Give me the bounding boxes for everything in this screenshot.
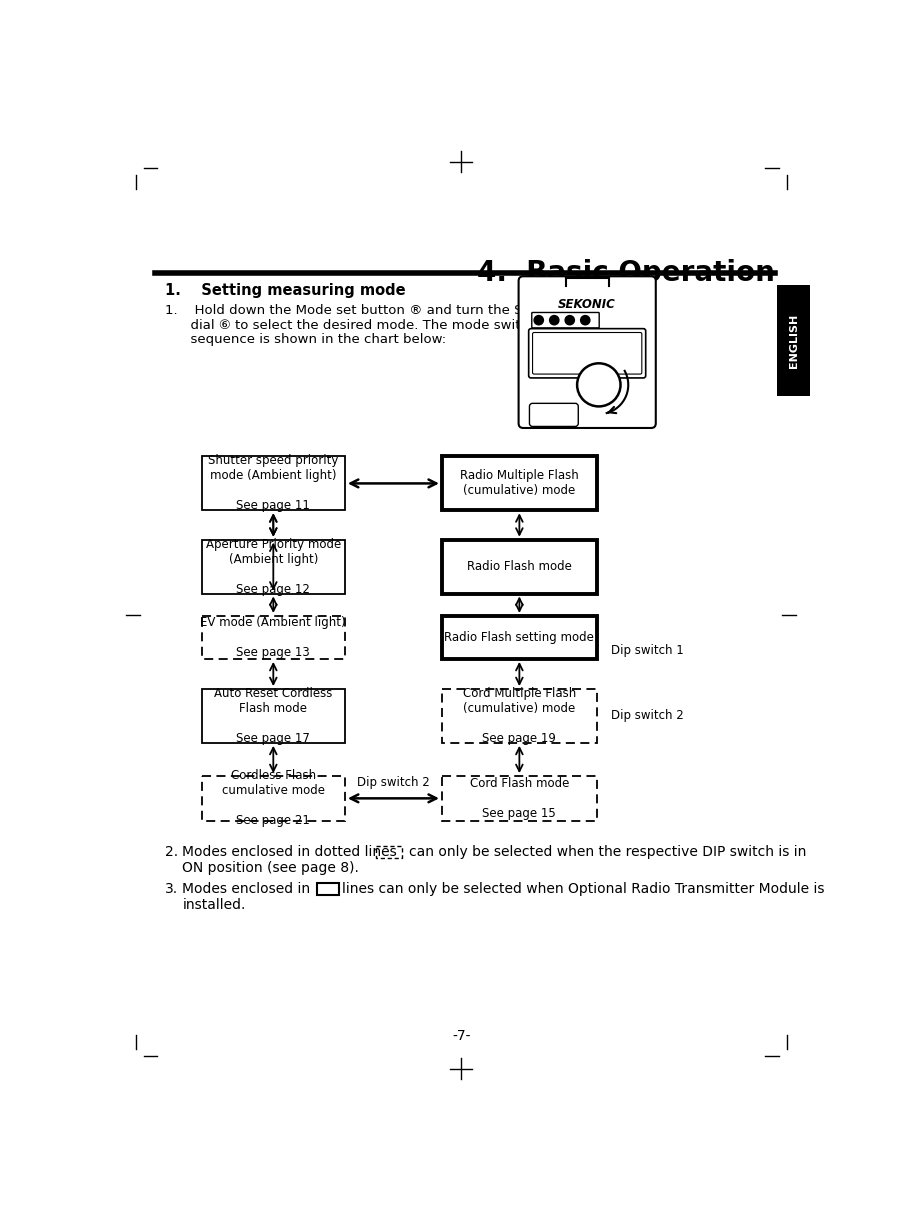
Text: Cord Flash mode

See page 15: Cord Flash mode See page 15 [470,777,569,820]
Circle shape [550,315,559,325]
Text: dial ⑥ to select the desired mode. The mode switching: dial ⑥ to select the desired mode. The m… [166,319,557,331]
Text: 1.    Setting measuring mode: 1. Setting measuring mode [166,284,406,298]
Text: Cord Multiple Flash
(cumulative) mode

See page 19: Cord Multiple Flash (cumulative) mode Se… [463,687,576,745]
Text: lines can only be selected when Optional Radio Transmitter Module is: lines can only be selected when Optional… [342,882,824,895]
Text: sequence is shown in the chart below:: sequence is shown in the chart below: [166,334,446,346]
Text: Dip switch 2: Dip switch 2 [611,709,684,722]
FancyBboxPatch shape [532,313,599,328]
Text: MODE: MODE [533,403,560,412]
FancyBboxPatch shape [529,403,579,426]
Text: Radio Flash setting mode: Radio Flash setting mode [445,631,594,644]
FancyBboxPatch shape [533,333,642,374]
Text: can only be selected when the respective DIP switch is in: can only be selected when the respective… [409,844,806,859]
Text: Modes enclosed in: Modes enclosed in [182,882,310,895]
Text: Auto Reset Cordless
Flash mode

See page 17: Auto Reset Cordless Flash mode See page … [214,687,332,745]
Text: Dip switch 2: Dip switch 2 [357,776,430,789]
Text: EV mode (Ambient light)

See page 13: EV mode (Ambient light) See page 13 [201,616,346,659]
Text: SEKONIC: SEKONIC [558,298,616,311]
Text: -7-: -7- [452,1029,471,1043]
Circle shape [534,315,544,325]
Text: ON position (see page 8).: ON position (see page 8). [182,861,359,876]
Text: ENGLISH: ENGLISH [788,313,798,368]
FancyBboxPatch shape [528,329,645,378]
Text: 1.    Hold down the Mode set button ® and turn the Set/change: 1. Hold down the Mode set button ® and t… [166,304,590,317]
Text: Radio Flash mode: Radio Flash mode [467,560,572,574]
Text: Cordless Flash
cumulative mode

See page 21: Cordless Flash cumulative mode See page … [221,770,325,827]
Circle shape [580,315,590,325]
Circle shape [565,315,574,325]
Text: Radio Multiple Flash
(cumulative) mode: Radio Multiple Flash (cumulative) mode [460,469,579,497]
Text: Aperture Priority mode
(Ambient light)

See page 12: Aperture Priority mode (Ambient light) S… [206,537,341,596]
Text: Shutter speed priority
mode (Ambient light)

See page 11: Shutter speed priority mode (Ambient lig… [208,454,338,513]
Circle shape [577,363,620,407]
Text: installed.: installed. [182,899,246,912]
Text: Modes enclosed in dotted lines: Modes enclosed in dotted lines [182,844,397,859]
Text: 4.  Basic Operation: 4. Basic Operation [477,259,775,287]
FancyBboxPatch shape [518,276,656,428]
Text: 2.: 2. [166,844,178,859]
Text: 3.: 3. [166,882,178,895]
Polygon shape [778,285,810,396]
Text: Dip switch 1: Dip switch 1 [611,643,684,657]
